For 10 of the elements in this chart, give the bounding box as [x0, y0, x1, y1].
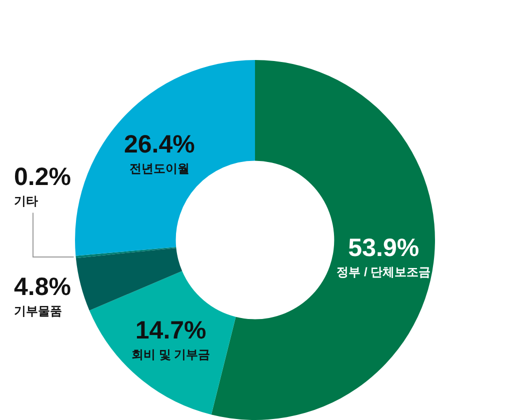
slice-label: 전년도이월	[129, 161, 190, 176]
data-label: 26.4%	[124, 130, 195, 158]
slice-label: 기부물품	[14, 304, 62, 318]
data-label: 0.2%	[14, 162, 71, 191]
data-label: 14.7%	[135, 316, 206, 345]
data-label: 53.9%	[348, 234, 420, 262]
slice-label: 정부 / 단체보조금	[336, 264, 431, 279]
slice-label: 회비 및 기부금	[132, 348, 210, 362]
data-label: 4.8%	[14, 272, 71, 301]
slice-label: 기타	[14, 194, 38, 208]
